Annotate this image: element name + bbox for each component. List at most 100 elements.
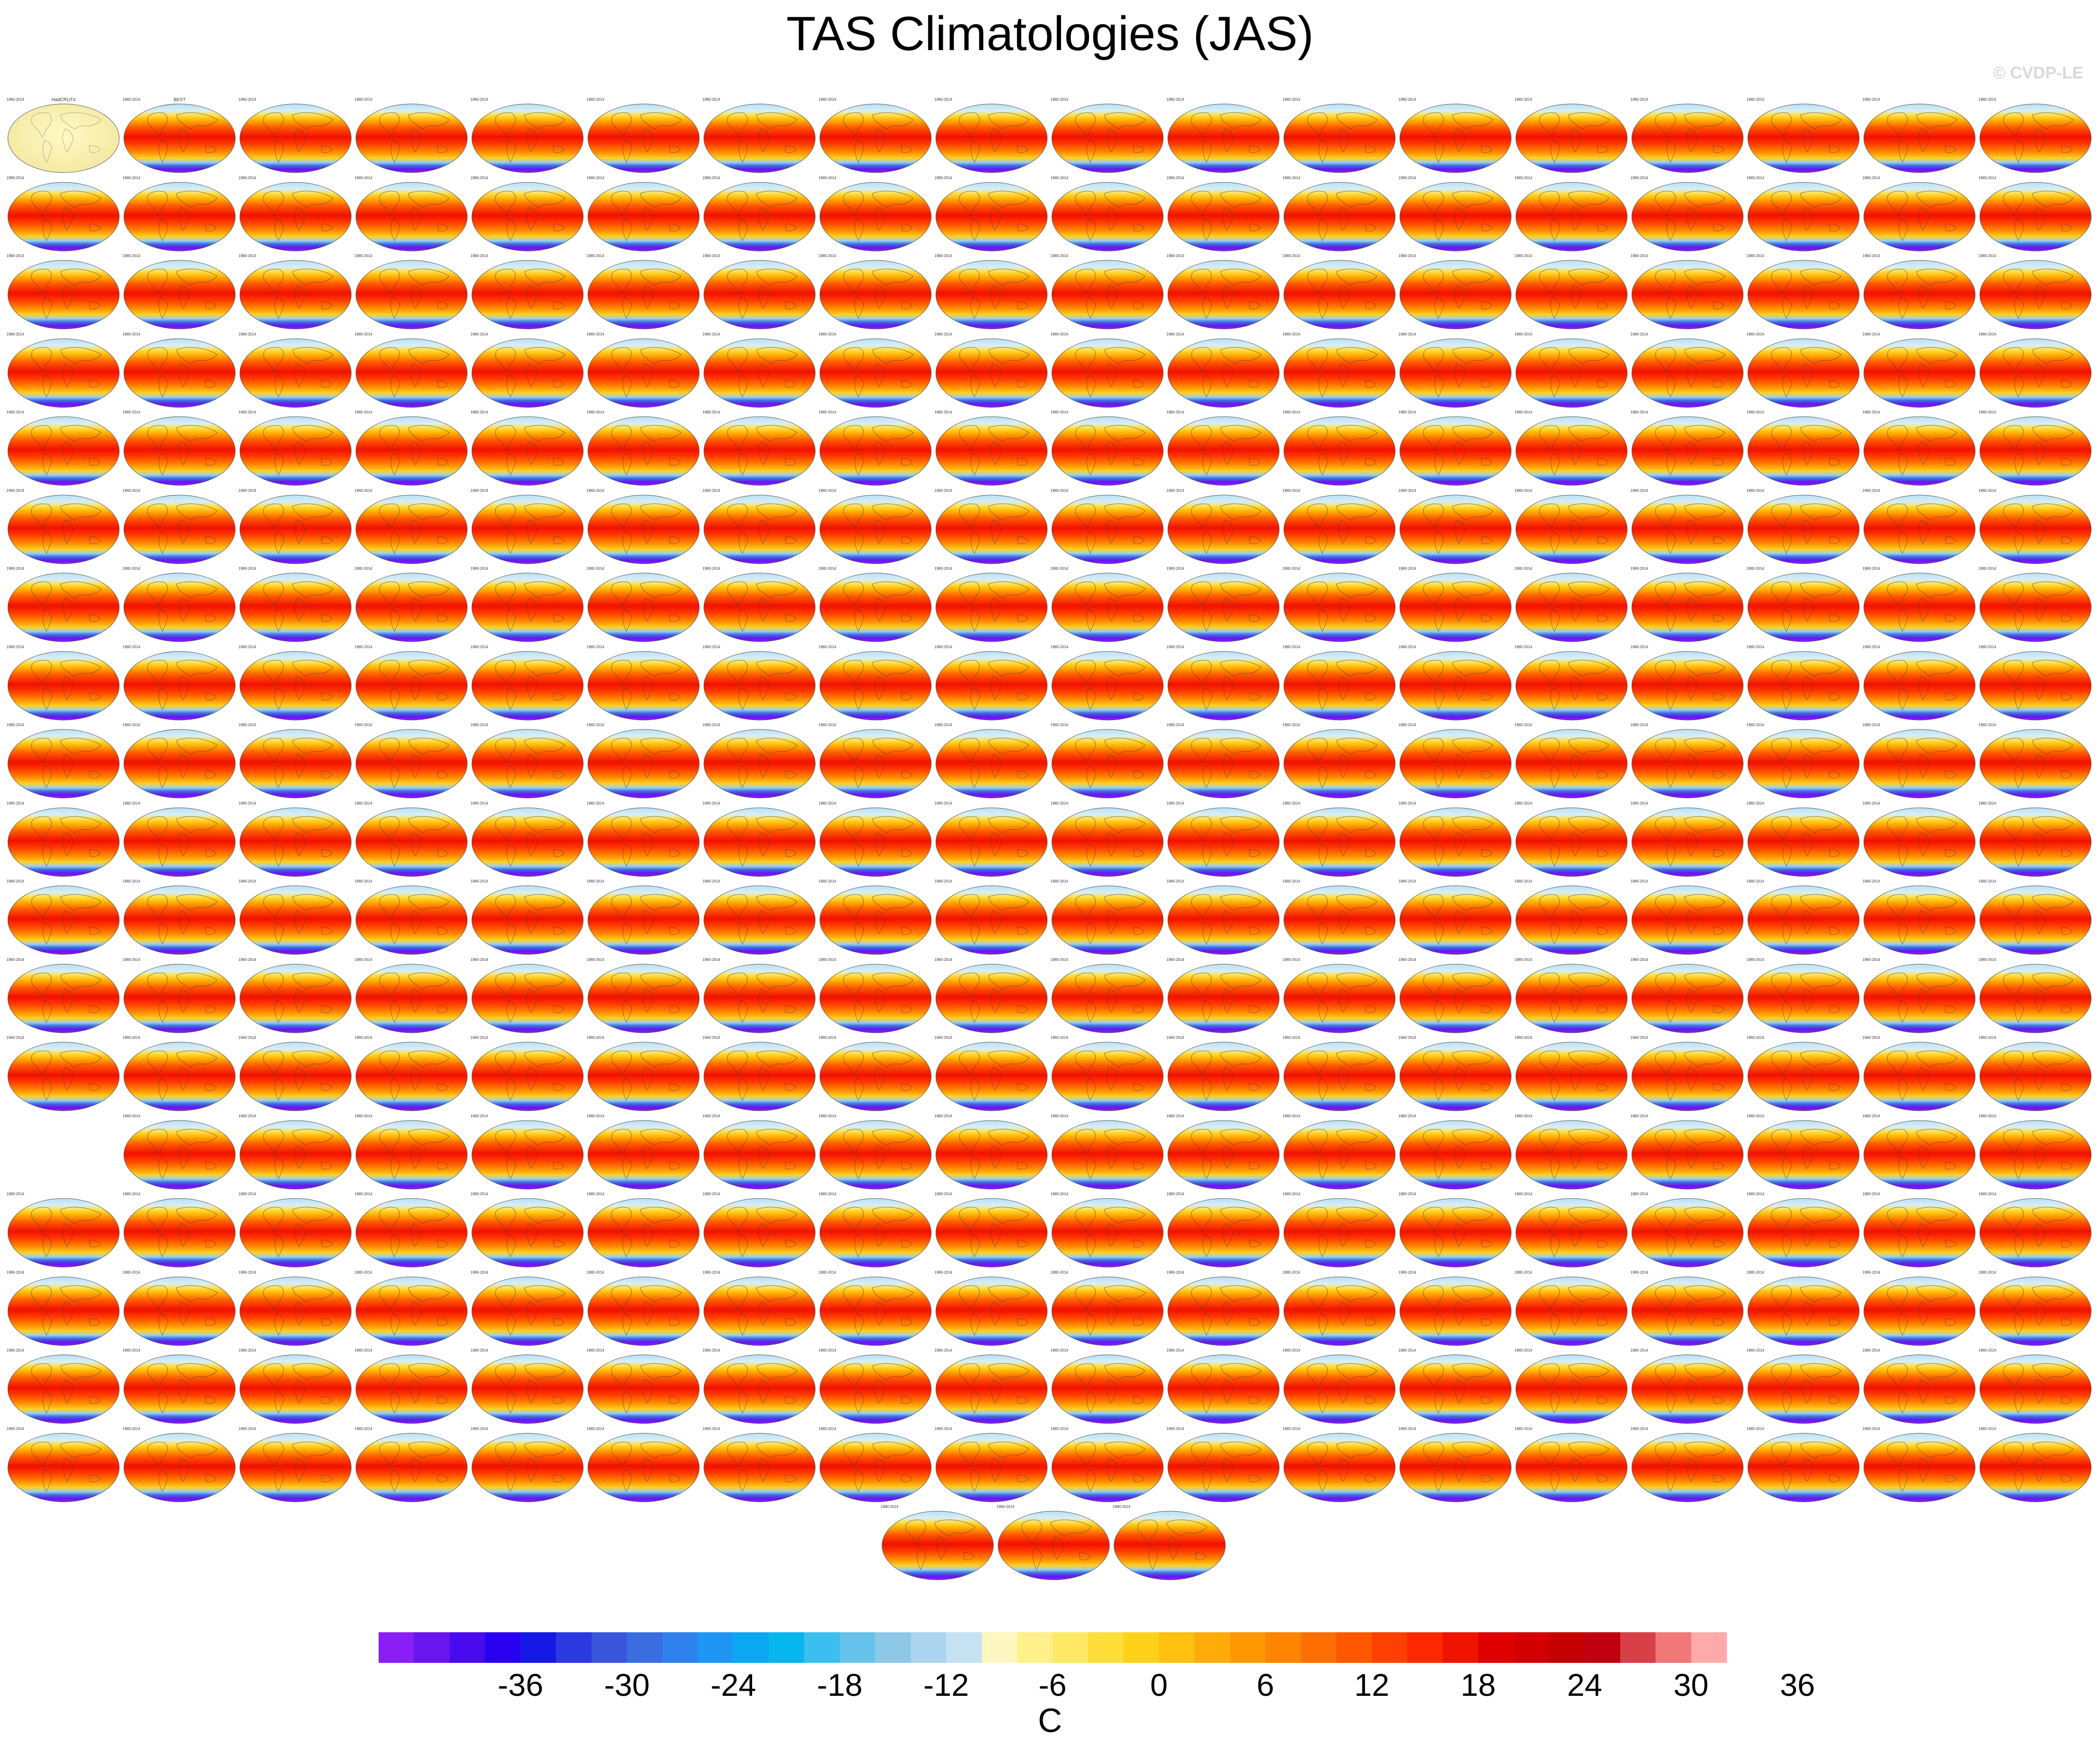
panel-period-label: 1980-2014 — [1978, 1036, 1997, 1040]
panel-period-label: 1980-2014 — [470, 332, 489, 336]
panel-period-label: 1980-2014 — [1166, 957, 1185, 962]
global-map — [1631, 495, 1744, 564]
panel-period-label: 1980-2014 — [470, 567, 489, 571]
map-panel: 1980-2014 — [1398, 1348, 1514, 1426]
map-panel: 1980-2014 — [470, 176, 586, 254]
map-panel: 1980-2014 — [586, 1348, 702, 1426]
panel-period-label: 1980-2014 — [238, 332, 257, 336]
global-map — [1283, 495, 1396, 564]
panel-period-label: 1980-2014 — [1862, 1114, 1881, 1118]
map-panel: 1980-2014 — [1050, 958, 1166, 1036]
map-panel: 1980-2014 — [818, 1114, 934, 1192]
global-map — [1747, 1120, 1860, 1189]
map-panel: 1980-2014 — [470, 332, 586, 410]
panel-period-label: 1980-2014 — [470, 1426, 489, 1431]
panel-period-label: 1980-2014 — [702, 332, 721, 336]
global-map — [1167, 416, 1280, 486]
map-panel: 1980-2014 — [1282, 958, 1398, 1036]
map-panel: 1980-2014 — [1282, 1036, 1398, 1114]
colorbar-cell — [662, 1632, 698, 1663]
global-map — [1747, 964, 1860, 1033]
map-panel: 1980-2014 — [470, 801, 586, 879]
global-map — [471, 1433, 584, 1502]
global-map — [1167, 885, 1280, 955]
map-panel: 1980-2014 — [238, 801, 354, 879]
panel-period-label: 1980-2014 — [1630, 488, 1649, 493]
colorbar-cell — [1159, 1632, 1195, 1663]
map-panel: 1980-2014 — [1282, 723, 1398, 801]
map-panel: 1980-2014 — [1514, 410, 1630, 488]
global-map — [1051, 1276, 1164, 1346]
map-panel: 1980-2014 — [1862, 645, 1978, 723]
panel-period-label: 1980-2014 — [1398, 410, 1417, 414]
map-panel: 1980-2014 — [1050, 1036, 1166, 1114]
panel-period-label: 1980-2014 — [1514, 332, 1533, 336]
panel-period-label: 1980-2014 — [238, 801, 257, 805]
global-map — [239, 495, 352, 564]
global-map — [587, 1120, 700, 1189]
global-map — [1283, 807, 1396, 876]
panel-period-label: 1980-2014 — [1746, 1426, 1765, 1431]
map-panel: 1980-2014 — [1862, 879, 1978, 957]
map-panel: 1980-2014 — [996, 1505, 1112, 1583]
panel-period-label: 1980-2014 — [586, 97, 605, 102]
map-panel: 1980-2014 — [122, 801, 238, 879]
panel-period-label: 1980-2014 — [238, 254, 257, 258]
panel-period-label: 1980-2014 — [1282, 801, 1301, 805]
panel-period-label: 1980-2014 — [122, 254, 141, 258]
map-panel: 1980-2014 — [934, 1348, 1050, 1426]
panel-period-label: 1980-2014 — [1862, 1192, 1881, 1196]
panel-period-label: 1980-2014 — [1978, 1270, 1997, 1275]
global-map — [1167, 1198, 1280, 1268]
panel-period-label: 1980-2014 — [1282, 410, 1301, 414]
global-map — [1863, 103, 1976, 173]
global-map — [703, 1042, 816, 1111]
map-panel: 1980-2014 — [934, 801, 1050, 879]
panel-period-label: 1980-2014 — [1398, 801, 1417, 805]
global-map — [7, 807, 120, 876]
map-panel: 1980-2014 — [702, 801, 818, 879]
panel-period-label: 1980-2014 — [1282, 644, 1301, 649]
global-map — [1979, 495, 2092, 564]
panel-period-label: 1980-2014 — [1630, 254, 1649, 258]
map-panel: 1980-2014 — [586, 1114, 702, 1192]
panel-period-label: 1980-2014 — [1630, 723, 1649, 727]
map-panel: 1980-2014 — [1746, 958, 1862, 1036]
map-panel: 1980-2014 — [1166, 1192, 1282, 1270]
global-map — [1747, 1276, 1860, 1346]
panel-dataset-label: HadCRUT4 — [52, 97, 76, 103]
panel-period-label: 1980-2014 — [702, 175, 721, 180]
map-panel: 1980-2014 — [586, 254, 702, 332]
panel-period-label: 1980-2014 — [702, 1192, 721, 1196]
panel-period-label: 1980-2014 — [1050, 175, 1069, 180]
colorbar-cell — [1123, 1632, 1160, 1663]
panel-period-label: 1980-2014 — [354, 644, 373, 649]
global-map — [1399, 1042, 1512, 1111]
global-map — [123, 103, 236, 173]
panel-period-label: 1980-2014 — [818, 1114, 837, 1118]
panel-period-label: 1980-2014 — [702, 488, 721, 493]
map-panel: 1980-2014 — [1398, 1270, 1514, 1348]
panel-period-label: 1980-2014 — [934, 644, 953, 649]
panel-period-label: 1980-2014 — [586, 1426, 605, 1431]
global-map — [1747, 182, 1860, 251]
panel-period-label: 1980-2014 — [1398, 1036, 1417, 1040]
map-panel: 1980-2014 — [122, 1427, 238, 1505]
global-map — [1399, 1120, 1512, 1189]
map-panel: 1980-2014 — [1630, 254, 1746, 332]
global-map — [239, 964, 352, 1033]
global-map — [1631, 651, 1744, 720]
map-panel: 1980-2014 — [6, 958, 122, 1036]
map-panel: 1980-2014 — [1398, 97, 1514, 175]
global-map — [1631, 964, 1744, 1033]
map-panel: 1980-2014 — [1978, 1192, 2094, 1270]
global-map — [7, 103, 120, 173]
global-map — [935, 1354, 1048, 1424]
panel-period-label: 1980-2014 — [354, 488, 373, 493]
global-map — [1051, 573, 1164, 642]
map-panel: 1980-2014 — [1398, 801, 1514, 879]
map-panel: 1980-2014 — [6, 645, 122, 723]
panel-period-label: 1980-2014 — [238, 1348, 257, 1352]
global-map — [587, 964, 700, 1033]
panel-period-label: 1980-2014 — [702, 644, 721, 649]
